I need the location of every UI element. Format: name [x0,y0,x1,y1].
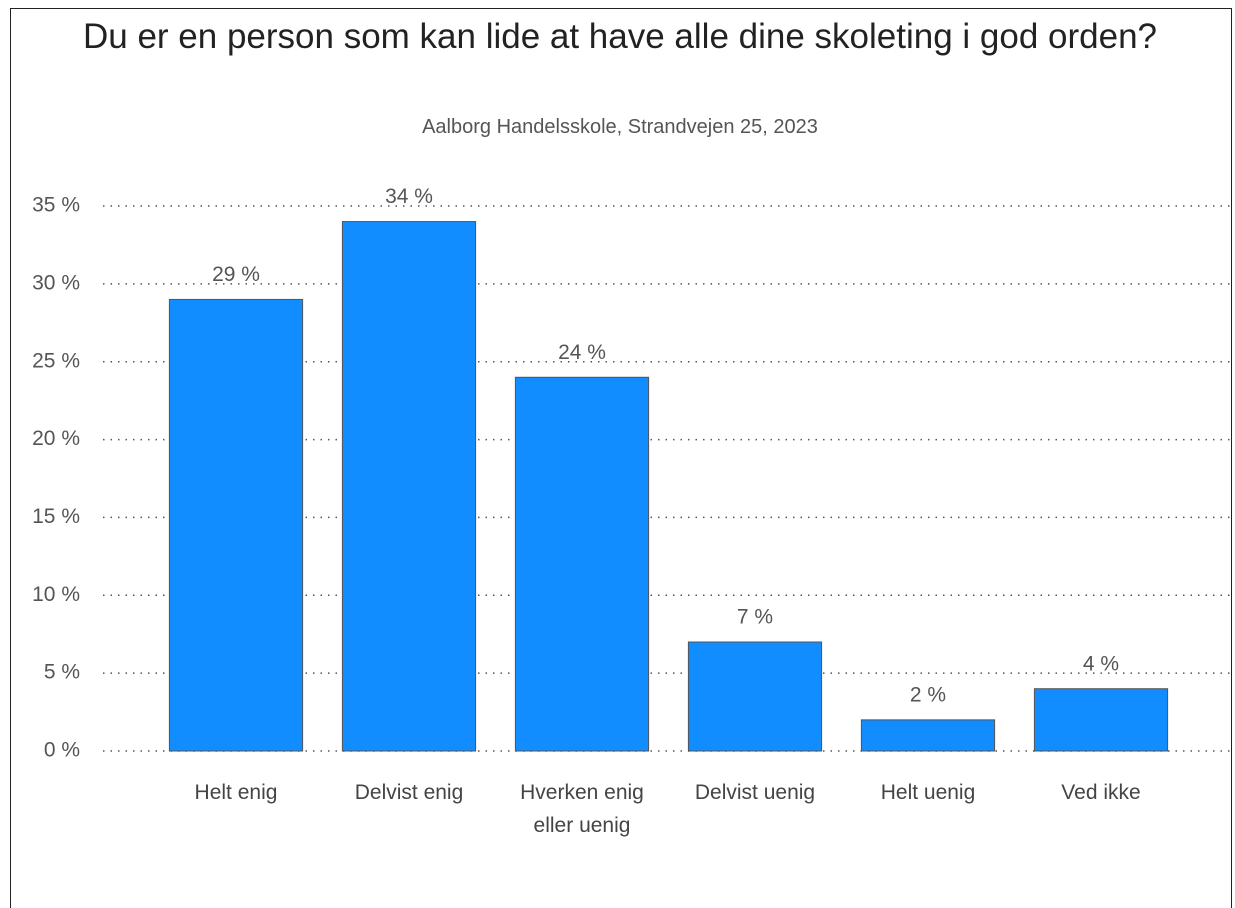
data-label: 2 % [910,683,946,706]
chart-subtitle: Aalborg Handelsskole, Strandvejen 25, 20… [422,116,818,138]
chart-title: Du er en person som kan lide at have all… [82,17,1157,56]
data-label: 24 % [558,341,606,364]
x-tick-label: Helt enig [194,781,278,804]
bar [168,298,304,752]
x-tick-label: Delvist uenig [694,781,816,804]
bar [1033,688,1169,752]
y-tick-label: 30 % [32,271,80,294]
y-tick-label: 15 % [32,505,80,528]
frame [10,8,1232,908]
y-tick-label: 0 % [44,739,80,762]
data-label: 29 % [212,263,260,286]
bar [514,376,650,752]
y-tick-label: 35 % [32,194,80,217]
data-label: 7 % [737,606,773,629]
bar [860,719,996,752]
y-tick-label: 25 % [32,349,80,372]
x-tick-label: Ved ikke [1061,781,1141,804]
data-label: 4 % [1083,652,1119,675]
x-tick-label: Helt uenig [880,781,976,804]
bar [687,641,823,752]
x-tick-label: Delvist enig [354,781,464,804]
y-tick-label: 20 % [32,427,80,450]
y-tick-label: 5 % [44,661,80,684]
y-tick-label: 10 % [32,583,80,606]
x-tick-label: Hverken enig eller uenig [520,781,644,837]
data-label: 34 % [385,185,433,208]
bar [341,221,477,752]
